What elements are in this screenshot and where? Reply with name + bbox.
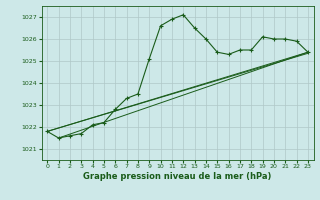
X-axis label: Graphe pression niveau de la mer (hPa): Graphe pression niveau de la mer (hPa) bbox=[84, 172, 272, 181]
